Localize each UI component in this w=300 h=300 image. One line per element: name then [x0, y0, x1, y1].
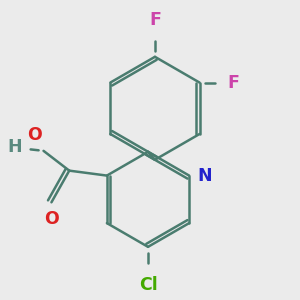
Text: O: O [27, 126, 42, 144]
Text: F: F [227, 74, 239, 92]
Text: Cl: Cl [139, 276, 158, 294]
Text: F: F [149, 11, 161, 29]
Text: N: N [197, 167, 212, 184]
Text: H: H [7, 138, 22, 156]
Text: O: O [44, 210, 59, 228]
